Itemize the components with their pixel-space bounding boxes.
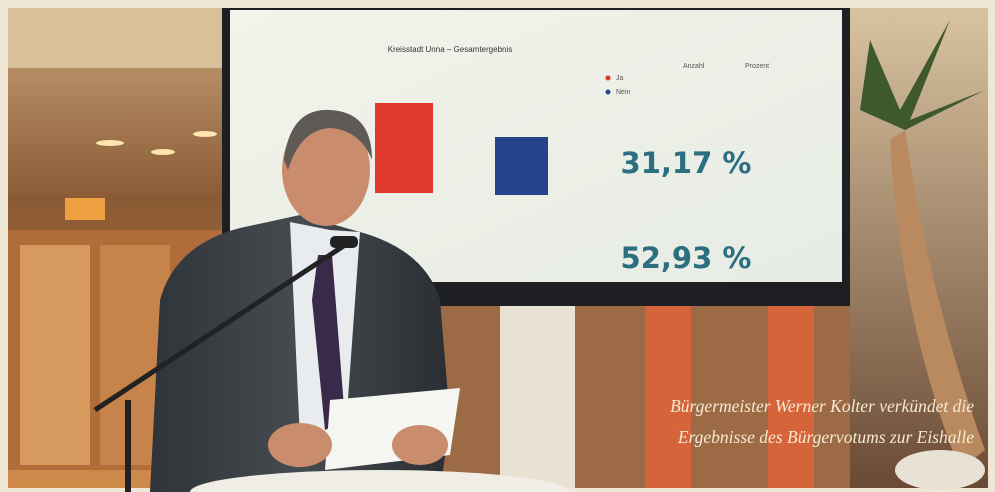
caption-line: Ergebnisse des Bürgervotums zur Eishalle (677, 427, 974, 447)
door (20, 245, 90, 465)
microphone (330, 236, 358, 248)
ceiling-light (193, 131, 217, 137)
caption-line: Bürgermeister Werner Kolter verkündet di… (670, 396, 974, 416)
ceiling-light (151, 149, 175, 155)
column (500, 305, 575, 488)
legend-label: Nein (616, 89, 631, 96)
table-header: Prozent (745, 63, 769, 70)
bar-yes (375, 103, 433, 193)
legend-dot (606, 76, 611, 81)
lamp (65, 198, 105, 220)
photo: Kreisstadt Unna – Gesamtergebnis Anzahl … (0, 0, 995, 492)
hand (392, 425, 448, 465)
planter (895, 450, 985, 490)
pillar (768, 300, 814, 488)
bar-no (495, 137, 548, 195)
legend-label: Ja (616, 75, 624, 82)
screen-title: Kreisstadt Unna – Gesamtergebnis (388, 45, 513, 54)
result-value: 52,93 % (621, 241, 752, 275)
hand (268, 423, 332, 467)
turnout-value: 31,17 % (621, 146, 752, 180)
ceiling-light (96, 140, 124, 146)
table-header: Anzahl (683, 63, 705, 70)
pillar (645, 300, 691, 488)
legend-dot (606, 90, 611, 95)
ceiling (8, 8, 222, 68)
